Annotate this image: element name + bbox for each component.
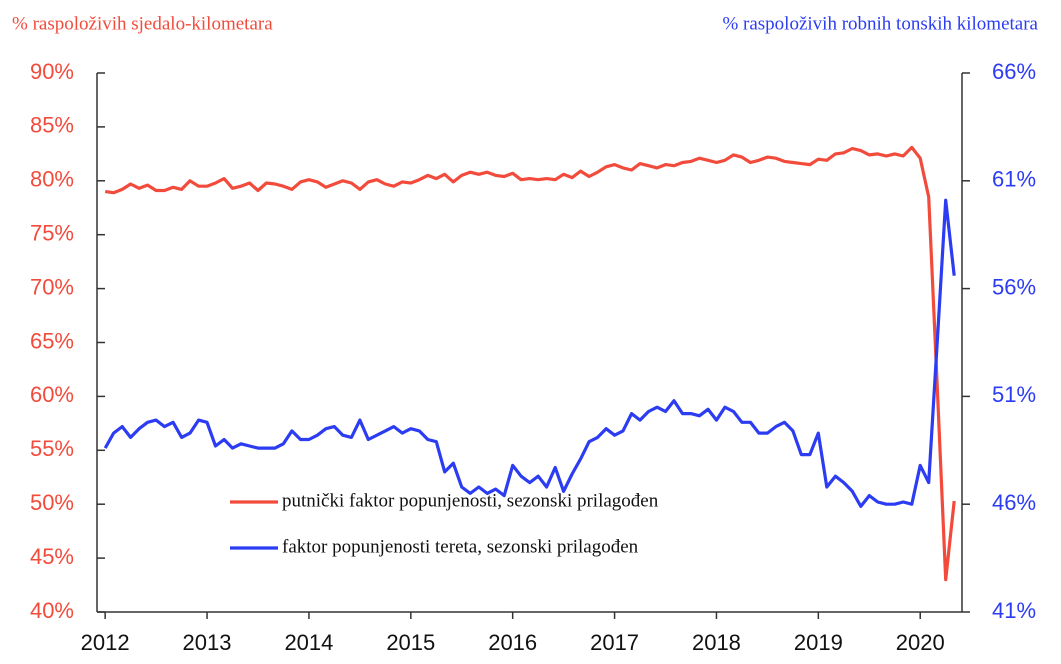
y-tick-label: 55% <box>30 436 74 461</box>
y2-tick-label: 51% <box>992 382 1036 407</box>
series-line <box>103 198 956 508</box>
x-tick-label: 2020 <box>896 630 945 655</box>
x-tick-label: 2017 <box>590 630 639 655</box>
x-tick-label: 2012 <box>81 630 130 655</box>
y-axis-label: % raspoloživih sjedalo-kilometara <box>12 13 273 34</box>
x-tick-label: 2014 <box>284 630 333 655</box>
legend-label: putnički faktor popunjenosti, sezonski p… <box>282 490 659 511</box>
y-tick-label: 40% <box>30 598 74 623</box>
x-tick-label: 2015 <box>386 630 435 655</box>
y-tick-label: 70% <box>30 274 74 299</box>
y2-axis-label: % raspoloživih robnih tonskih kilometara <box>722 13 1038 34</box>
y-tick-label: 60% <box>30 382 74 407</box>
y-tick-label: 80% <box>30 167 74 192</box>
y-tick-label: 85% <box>30 113 74 138</box>
x-tick-label: 2018 <box>692 630 741 655</box>
y2-tick-label: 41% <box>992 598 1036 623</box>
y2-tick-label: 66% <box>992 59 1036 84</box>
y-tick-label: 65% <box>30 328 74 353</box>
x-tick-label: 2019 <box>794 630 843 655</box>
y2-tick-label: 56% <box>992 274 1036 299</box>
legend-label: faktor popunjenosti tereta, sezonski pri… <box>282 536 639 557</box>
y2-tick-label: 46% <box>992 490 1036 515</box>
x-tick-label: 2013 <box>183 630 232 655</box>
y-tick-label: 75% <box>30 221 74 246</box>
y-tick-label: 45% <box>30 544 74 569</box>
x-tick-label: 2016 <box>488 630 537 655</box>
y2-tick-label: 61% <box>992 167 1036 192</box>
series-line <box>104 145 956 582</box>
y-tick-label: 90% <box>30 59 74 84</box>
y-tick-label: 50% <box>30 490 74 515</box>
